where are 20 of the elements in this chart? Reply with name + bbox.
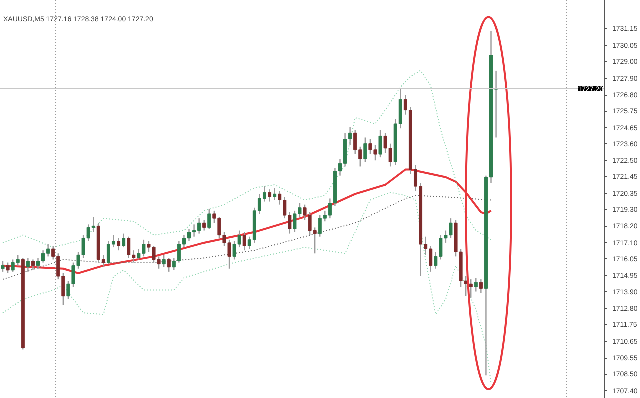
candlestick [122,233,126,248]
candlestick [378,130,382,158]
candlestick [1,260,5,273]
candlestick [474,277,478,292]
candlestick [208,208,212,230]
candlestick [479,278,483,294]
candlestick [162,254,166,268]
candlestick [6,262,10,274]
candlestick [273,187,277,201]
candlestick [31,259,35,272]
candlestick [26,258,30,273]
candlestick [202,219,206,232]
candlestick [117,238,121,252]
line-series [2,195,492,280]
candlestick [364,137,368,163]
candlestick [268,188,272,202]
line-series [2,192,492,384]
candlestick [469,278,473,298]
candlestick [242,232,246,252]
candlestick [167,258,171,273]
